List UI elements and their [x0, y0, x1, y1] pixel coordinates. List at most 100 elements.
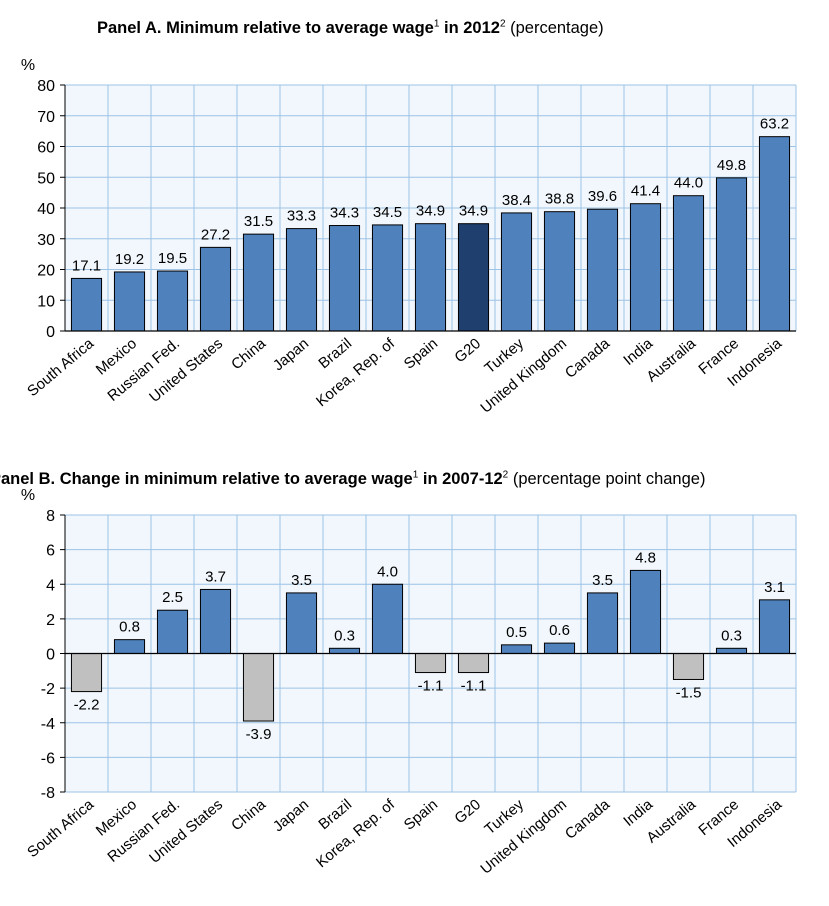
panel-b-y-tick-label: 2 [46, 612, 55, 629]
panel-b-category-label: Australia [643, 796, 699, 847]
panel-b-footnote-1: 1 [412, 469, 419, 481]
panel-b-data-label: 0.5 [506, 624, 527, 641]
panel-b-category-label: Spain [401, 796, 441, 834]
panel-b-bar [199, 588, 232, 654]
panel-b-y-tick-label: -4 [41, 716, 55, 733]
panel-a-bar [156, 270, 189, 332]
panel-a-bar [543, 211, 576, 332]
panel-a-bar [457, 223, 490, 332]
panel-a-footnote-2: 2 [499, 18, 506, 30]
panel-b-title-unit: (percentage point change) [508, 470, 706, 488]
panel-a-bar [500, 212, 533, 332]
panel-b-y-unit-label: % [21, 487, 35, 504]
panel-a-y-tick-label: 40 [37, 201, 55, 218]
panel-b-data-label: 2.5 [162, 589, 183, 606]
panel-a-y-tick-label: 70 [37, 109, 55, 126]
panel-b-data-label: -3.9 [246, 726, 272, 743]
panel-a-bar [371, 224, 404, 332]
panel-a-y-tick-label: 30 [37, 232, 55, 249]
panel-a-category-label: G20 [451, 335, 484, 366]
panel-b-category-label: Canada [562, 796, 614, 843]
panel-b-bar [242, 653, 275, 722]
panel-a-y-tick-label: 50 [37, 170, 55, 187]
panel-a-category-label: India [620, 335, 656, 369]
panel-a-title-unit: (percentage) [505, 19, 604, 37]
panel-b-bar [672, 653, 705, 680]
panel-a-data-label: 31.5 [244, 213, 273, 230]
panel-b-bar [371, 583, 404, 654]
panel-a-bar [414, 223, 447, 332]
panel-b-data-label: 3.7 [205, 568, 226, 585]
panel-a-data-label: 44.0 [674, 175, 703, 192]
panel-b-title-period: in 2007-12 [418, 470, 503, 488]
panel-b-data-label: 0.3 [721, 627, 742, 644]
panel-b-footnote-2: 2 [502, 469, 509, 481]
panel-a-y-unit-label: % [21, 57, 35, 74]
panel-b-category-label: G20 [451, 796, 484, 827]
panel-b-y-tick-label: 8 [46, 508, 55, 525]
panel-b-bar [414, 653, 447, 674]
panel-a-data-label: 33.3 [287, 208, 316, 225]
panel-a-data-label: 17.1 [72, 257, 101, 274]
panel-a-bar [113, 271, 146, 332]
panel-b-data-label: 4.8 [635, 549, 656, 566]
panel-b-data-label: -1.5 [676, 684, 702, 701]
panel-b-y-tick-label: 6 [46, 543, 55, 560]
panel-b-title: Panel B. Change in minimum relative to a… [0, 470, 705, 489]
panel-a-category-label: Spain [401, 335, 441, 373]
panel-a-data-label: 19.2 [115, 251, 144, 268]
panel-a-footnote-1: 1 [433, 18, 440, 30]
panel-b-y-tick-label: -6 [41, 750, 55, 767]
panel-a-data-label: 34.9 [459, 203, 488, 220]
panel-b-bar [285, 592, 318, 654]
panel-a-bar [199, 246, 232, 332]
panel-b-y-tick-label: 4 [46, 577, 55, 594]
panel-b-data-label: 3.1 [764, 579, 785, 596]
panel-a-y-tick-label: 0 [46, 324, 55, 341]
panel-a-category-label: Japan [270, 335, 312, 374]
panel-b-category-label: India [620, 796, 656, 830]
panel-a-data-label: 41.4 [631, 183, 660, 200]
panel-b-bar [328, 647, 361, 655]
panel-a-bar [758, 136, 791, 332]
panel-a-data-label: 49.8 [717, 157, 746, 174]
panel-b-data-label: 3.5 [592, 572, 613, 589]
panel-a-data-label: 38.4 [502, 192, 531, 209]
panel-b-category-label: South Africa [24, 796, 97, 861]
panel-b-bar [629, 569, 662, 655]
panel-a-category-label: Australia [643, 335, 699, 386]
panel-b-title-bold: Panel B. Change in minimum relative to a… [0, 470, 413, 488]
panel-b-bar [758, 599, 791, 654]
panel-b-bar [715, 647, 748, 655]
panel-a-data-label: 19.5 [158, 250, 187, 267]
panel-a-data-label: 34.9 [416, 203, 445, 220]
panel-a-data-label: 63.2 [760, 116, 789, 133]
panel-a-bar [70, 277, 103, 332]
panel-b-bar [113, 639, 146, 655]
panel-b-bar [70, 653, 103, 693]
panel-a-y-tick-label: 60 [37, 140, 55, 157]
panel-b-bar [156, 609, 189, 654]
panel-b-category-label: China [228, 796, 269, 835]
panel-b-data-label: 0.3 [334, 627, 355, 644]
panel-b-category-label: Japan [270, 796, 312, 835]
panel-b-data-label: -2.2 [74, 697, 100, 714]
panel-a-bar [242, 233, 275, 332]
panel-a-data-label: 27.2 [201, 226, 230, 243]
panel-a-category-label: Canada [562, 335, 614, 382]
panel-b-bar [500, 644, 533, 654]
panel-a-bar [629, 203, 662, 332]
panel-b-data-label: 0.8 [119, 619, 140, 636]
panel-a-title-bold: Panel A. Minimum relative to average wag… [97, 19, 434, 37]
panel-b-data-label: -1.1 [461, 678, 487, 695]
panel-b-bar [457, 653, 490, 674]
panel-b-bar [543, 642, 576, 654]
panel-b-y-tick-label: -8 [41, 785, 55, 802]
panel-b-data-label: 3.5 [291, 572, 312, 589]
panel-a-bar [285, 228, 318, 332]
panel-b-y-tick-label: 0 [46, 647, 55, 664]
panel-a-data-label: 39.6 [588, 188, 617, 205]
panel-b-bar [586, 592, 619, 654]
panel-a-data-label: 34.5 [373, 204, 402, 221]
